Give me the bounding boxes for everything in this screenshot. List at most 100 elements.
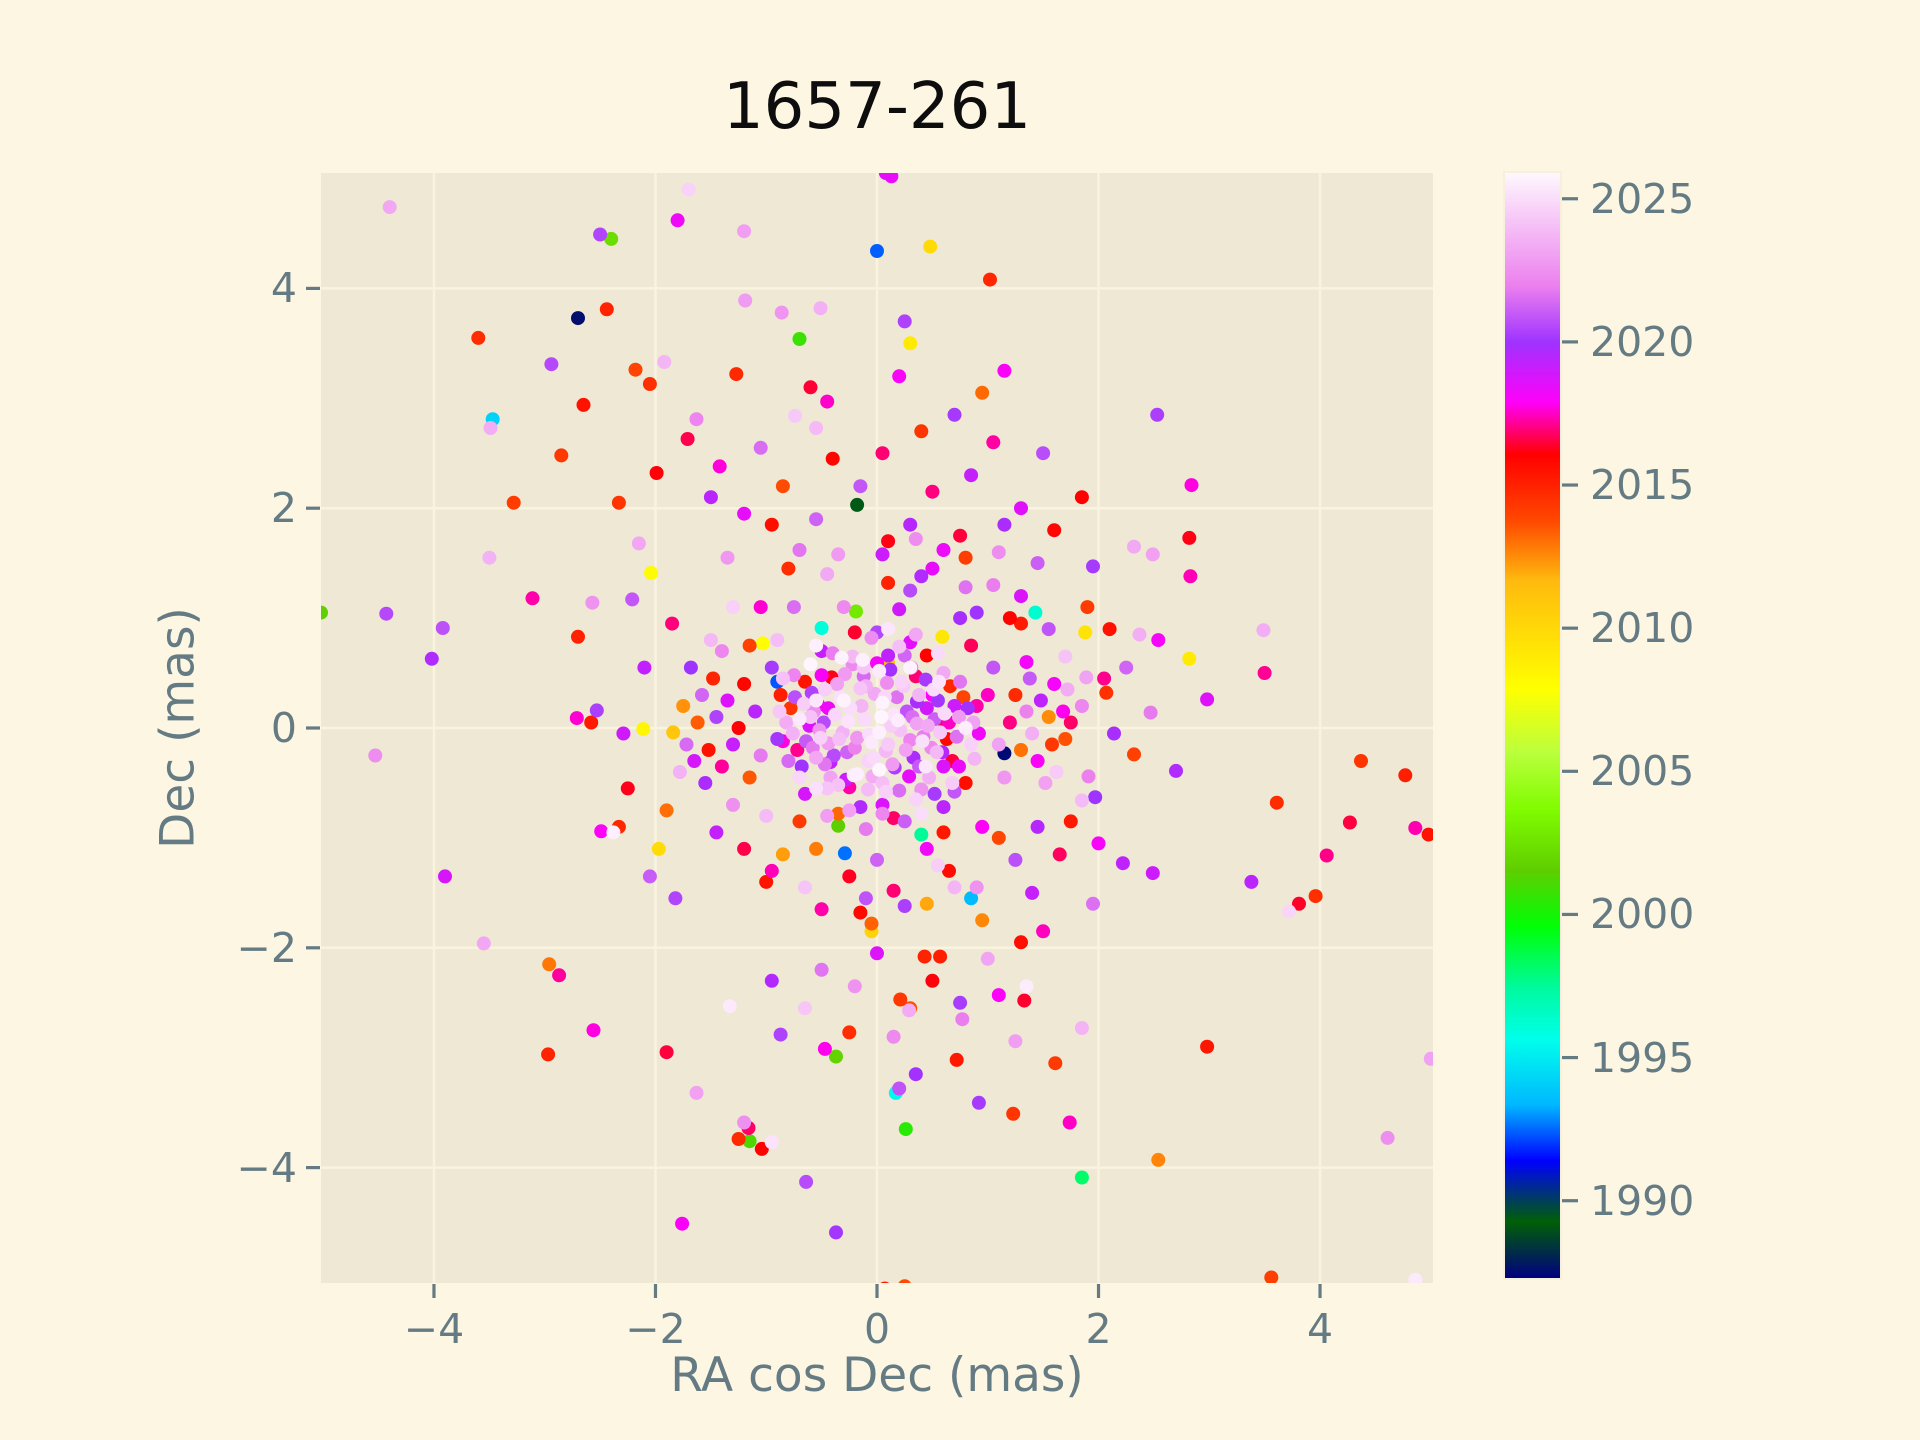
- scatter-point: [964, 891, 979, 906]
- scatter-point: [1014, 589, 1028, 604]
- scatter-point: [703, 633, 718, 648]
- scatter-point: [958, 776, 973, 790]
- scatter-point: [593, 227, 608, 242]
- scatter-point: [820, 394, 835, 409]
- scatter-point: [923, 239, 938, 254]
- scatter-point: [936, 825, 951, 840]
- scatter-point: [858, 822, 873, 837]
- scatter-point: [424, 651, 439, 666]
- scatter-point: [953, 674, 968, 689]
- scatter-point: [1088, 790, 1103, 805]
- scatter-point: [1014, 616, 1028, 631]
- scatter-point: [1182, 530, 1197, 545]
- scatter-point: [659, 803, 674, 818]
- scatter-point: [850, 730, 865, 745]
- scatter-point: [975, 385, 990, 400]
- scatter-point: [831, 547, 846, 562]
- scatter-point: [542, 957, 557, 972]
- scatter-point: [554, 448, 569, 463]
- scatter-point: [764, 1135, 779, 1150]
- scatter-point: [774, 305, 789, 320]
- scatter-point: [827, 707, 842, 722]
- scatter-point: [657, 355, 672, 369]
- scatter-point: [1058, 732, 1073, 746]
- scatter-point: [672, 765, 687, 779]
- scatter-point: [616, 726, 631, 741]
- scatter-point: [1017, 993, 1032, 1008]
- scatter-point: [1047, 677, 1062, 691]
- scatter-point: [991, 737, 1006, 752]
- scatter-point: [1151, 1152, 1166, 1167]
- y-tick-label: 4: [270, 264, 297, 313]
- scatter-point: [1380, 1130, 1395, 1145]
- scatter-point: [875, 547, 890, 562]
- scatter-point: [1107, 726, 1121, 741]
- scatter-point: [891, 713, 905, 728]
- scatter-point: [731, 721, 746, 735]
- scatter-point: [872, 663, 887, 678]
- scatter-point: [903, 336, 918, 351]
- scatter-point: [864, 735, 879, 750]
- scatter-point: [737, 841, 752, 856]
- scatter-point: [893, 992, 908, 1007]
- scatter-point: [1045, 737, 1059, 752]
- scatter-point: [880, 1281, 890, 1283]
- scatter-point: [706, 671, 721, 686]
- scatter-point: [737, 1115, 752, 1130]
- scatter-point: [836, 693, 851, 708]
- scatter-point: [1052, 847, 1067, 862]
- scatter-point: [886, 883, 901, 898]
- scatter-point: [576, 397, 591, 412]
- colorbar-tick-label: 2020: [1590, 317, 1695, 366]
- scatter-point: [841, 714, 856, 729]
- scatter-point: [903, 660, 918, 675]
- scatter-point: [585, 595, 600, 610]
- scatter-point: [831, 806, 846, 821]
- scatter-point: [571, 629, 585, 644]
- scatter-point: [642, 377, 657, 391]
- scatter-point: [1200, 692, 1215, 707]
- scatter-point: [620, 781, 635, 796]
- scatter-point: [885, 757, 900, 772]
- scatter-point: [753, 600, 768, 615]
- scatter-point: [798, 674, 812, 689]
- scatter-point: [936, 543, 951, 557]
- scatter-point: [813, 730, 828, 745]
- scatter-point: [902, 1003, 917, 1018]
- scatter-point: [933, 949, 948, 964]
- scatter-point: [729, 367, 744, 382]
- scatter-point: [878, 784, 893, 799]
- scatter-point: [1074, 793, 1089, 808]
- scatter-point: [726, 797, 740, 812]
- x-tick-label: −2: [625, 1305, 686, 1353]
- scatter-point: [803, 657, 818, 672]
- scatter-point: [772, 704, 787, 719]
- scatter-point: [1150, 407, 1165, 422]
- scatter-point: [881, 737, 896, 752]
- scatter-point: [435, 621, 450, 635]
- scatter-point: [742, 770, 757, 785]
- scatter-point: [1014, 743, 1028, 757]
- scatter-point: [986, 660, 1001, 675]
- scatter-point: [790, 743, 805, 757]
- scatter-point: [604, 231, 619, 246]
- scatter-point: [1047, 523, 1062, 538]
- scatter-point: [881, 622, 896, 637]
- scatter-point: [1063, 715, 1078, 730]
- scatter-point: [764, 973, 779, 988]
- scatter-point: [1257, 666, 1272, 680]
- scatter-point: [829, 1225, 843, 1240]
- scatter-point: [814, 962, 829, 977]
- scatter-point: [798, 1001, 812, 1016]
- x-tick-label: 0: [863, 1305, 891, 1353]
- chart-title: 1657-261: [722, 70, 1032, 144]
- scatter-point: [1006, 1106, 1021, 1121]
- scatter-point: [722, 999, 737, 1013]
- scatter-point: [975, 913, 990, 928]
- scatter-point: [886, 811, 901, 826]
- scatter-point: [875, 446, 890, 461]
- scatter-point: [569, 711, 584, 726]
- colorbar-tick-label: 2015: [1590, 461, 1695, 510]
- scatter-point: [571, 311, 585, 326]
- scatter-point: [1014, 501, 1028, 516]
